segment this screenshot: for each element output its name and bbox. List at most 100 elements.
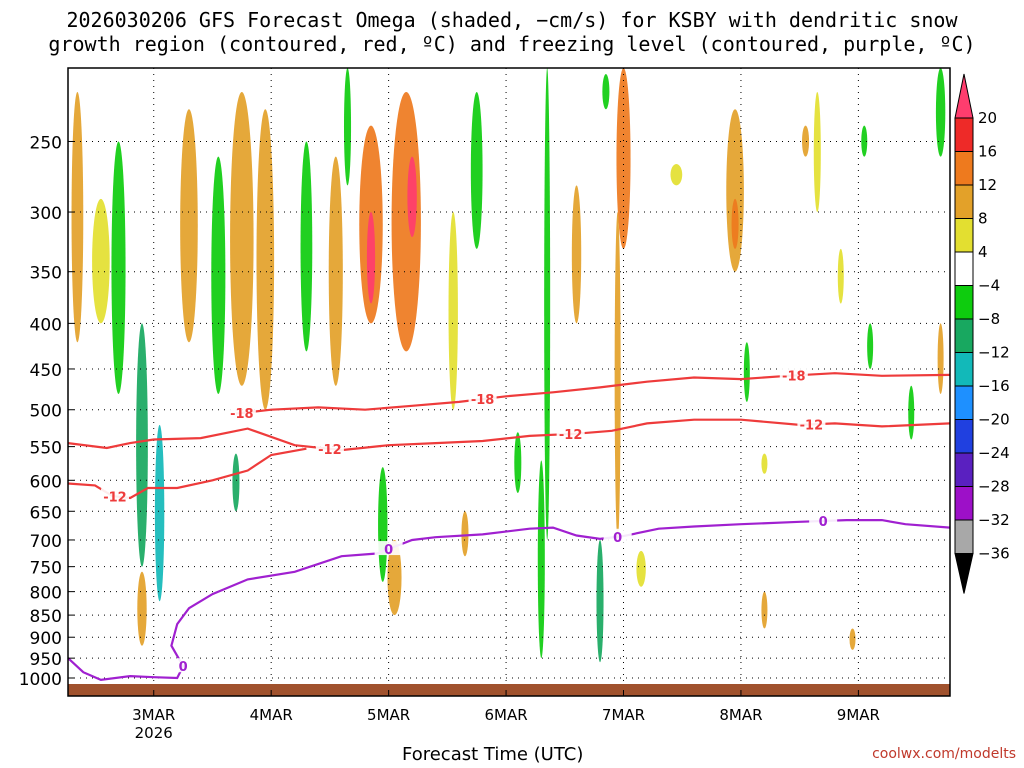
colorbar-swatch-3 xyxy=(954,184,974,219)
colorbar-swatch-12 xyxy=(954,486,974,521)
x-tick-label: 9MAR xyxy=(837,706,880,724)
colorbar-swatch-7 xyxy=(954,318,974,353)
colorbar-label: −16 xyxy=(978,377,1010,395)
y-tick-label: 300 xyxy=(30,204,62,224)
colorbar-label: −4 xyxy=(978,277,1000,295)
contour-label: -18 xyxy=(230,407,254,422)
omega-region-11 xyxy=(300,141,313,352)
omega-region-16 xyxy=(407,156,417,238)
x-tick-label: 5MAR xyxy=(367,706,410,724)
omega-region-7 xyxy=(211,156,226,394)
colorbar-swatch-4 xyxy=(954,218,974,253)
colorbar-top-arrow xyxy=(954,73,974,119)
colorbar-label: −8 xyxy=(978,310,1000,328)
colorbar-swatch-10 xyxy=(954,419,974,454)
contour-lines: -18 -18 -18 -12 -12 -12 -12 0 0 0 0 xyxy=(67,367,951,682)
omega-region-35 xyxy=(743,342,750,402)
colorbar-label: 20 xyxy=(978,109,997,127)
colorbar-swatch-5 xyxy=(954,251,974,286)
omega-region-4 xyxy=(154,424,165,602)
contour-label: 0 xyxy=(613,531,622,546)
contour-label-bg xyxy=(315,440,344,455)
omega-region-36 xyxy=(761,453,768,474)
omega-region-14 xyxy=(366,212,376,304)
omega-region-33 xyxy=(726,109,744,272)
chart-title-line-1: 2026030206 GFS Forecast Omega (shaded, −… xyxy=(66,8,958,32)
omega-region-22 xyxy=(461,511,469,557)
colorbar-swatch-6 xyxy=(954,285,974,320)
omega-region-5 xyxy=(137,571,147,646)
y-tick-label: 750 xyxy=(30,559,62,579)
omega-region-15 xyxy=(391,92,421,352)
omega-shading xyxy=(71,67,946,663)
omega-region-8 xyxy=(230,92,254,386)
colorbar-label: −36 xyxy=(978,545,1010,563)
contour-label-bg xyxy=(556,426,585,441)
omega-region-26 xyxy=(571,185,582,324)
colorbar-label: 12 xyxy=(978,176,997,194)
omega-region-42 xyxy=(908,385,915,440)
colorbar-label: −24 xyxy=(978,444,1010,462)
omega-region-44 xyxy=(937,323,944,394)
contour-label: -12 xyxy=(103,490,127,505)
omega-region-28 xyxy=(596,539,604,663)
contour-label: 0 xyxy=(384,543,393,558)
y-axis: 2503003504004505005506006507007508008509… xyxy=(19,133,74,690)
contour-label: -18 xyxy=(782,369,806,384)
contour-label: -18 xyxy=(471,393,495,408)
colorbar-bottom-arrow xyxy=(954,553,974,594)
y-tick-label: 650 xyxy=(30,503,62,523)
colorbar-label: −32 xyxy=(978,511,1010,529)
contour-label-bg xyxy=(603,528,632,543)
colorbar-label: 8 xyxy=(978,210,988,228)
omega-region-27 xyxy=(602,73,610,110)
x-tick-label: 7MAR xyxy=(602,706,645,724)
omega-region-9 xyxy=(256,109,275,410)
y-tick-label: 900 xyxy=(30,629,62,649)
credit-link[interactable]: coolwx.com/modelts xyxy=(872,746,1016,762)
y-tick-label: 400 xyxy=(30,315,62,335)
y-tick-label: 950 xyxy=(30,650,62,670)
omega-region-38 xyxy=(802,125,810,157)
omega-region-18 xyxy=(378,467,388,582)
x-axis-label: Forecast Time (UTC) xyxy=(402,744,584,765)
y-tick-label: 850 xyxy=(30,607,62,627)
contour-label-bg xyxy=(779,367,808,382)
colorbar: 20 16 12 8 4 −4 −8 −12 −16 −20 −24 −28 −32 −36 xyxy=(954,73,1010,594)
x-tick-sublabel: 2026 xyxy=(135,724,173,742)
contour-label: 0 xyxy=(179,660,188,675)
omega-region-19 xyxy=(387,539,402,616)
omega-region-23 xyxy=(514,432,522,493)
colorbar-swatch-13 xyxy=(954,519,974,554)
omega-region-1 xyxy=(92,198,110,324)
colorbar-label: −20 xyxy=(978,411,1010,429)
colorbar-swatch-2 xyxy=(954,151,974,186)
contour-line-0 xyxy=(67,519,951,682)
omega-region-2 xyxy=(111,141,126,394)
omega-region-0 xyxy=(71,91,84,343)
omega-region-37 xyxy=(813,92,821,213)
omega-region-25 xyxy=(544,67,551,540)
omega-region-43 xyxy=(935,68,946,157)
y-tick-label: 250 xyxy=(30,133,62,153)
colorbar-swatch-11 xyxy=(954,452,974,487)
omega-region-30 xyxy=(614,212,621,540)
contour-label-bg xyxy=(169,658,198,673)
x-tick-label: 4MAR xyxy=(250,706,293,724)
omega-region-39 xyxy=(837,248,844,304)
omega-region-46 xyxy=(849,628,856,650)
colorbar-label: −12 xyxy=(978,344,1010,362)
y-tick-label: 350 xyxy=(30,264,62,284)
contour-label-bg xyxy=(468,391,497,406)
omega-region-40 xyxy=(861,125,868,157)
contour-label-bg xyxy=(100,488,129,503)
colorbar-label: 4 xyxy=(978,243,988,261)
contour-label: 0 xyxy=(819,515,828,530)
y-tick-label: 600 xyxy=(30,472,62,492)
omega-region-3 xyxy=(136,323,148,567)
contour-label-bg xyxy=(374,541,403,556)
x-tick-label: 6MAR xyxy=(484,706,527,724)
y-tick-label: 500 xyxy=(30,402,62,422)
y-tick-label: 700 xyxy=(30,532,62,552)
